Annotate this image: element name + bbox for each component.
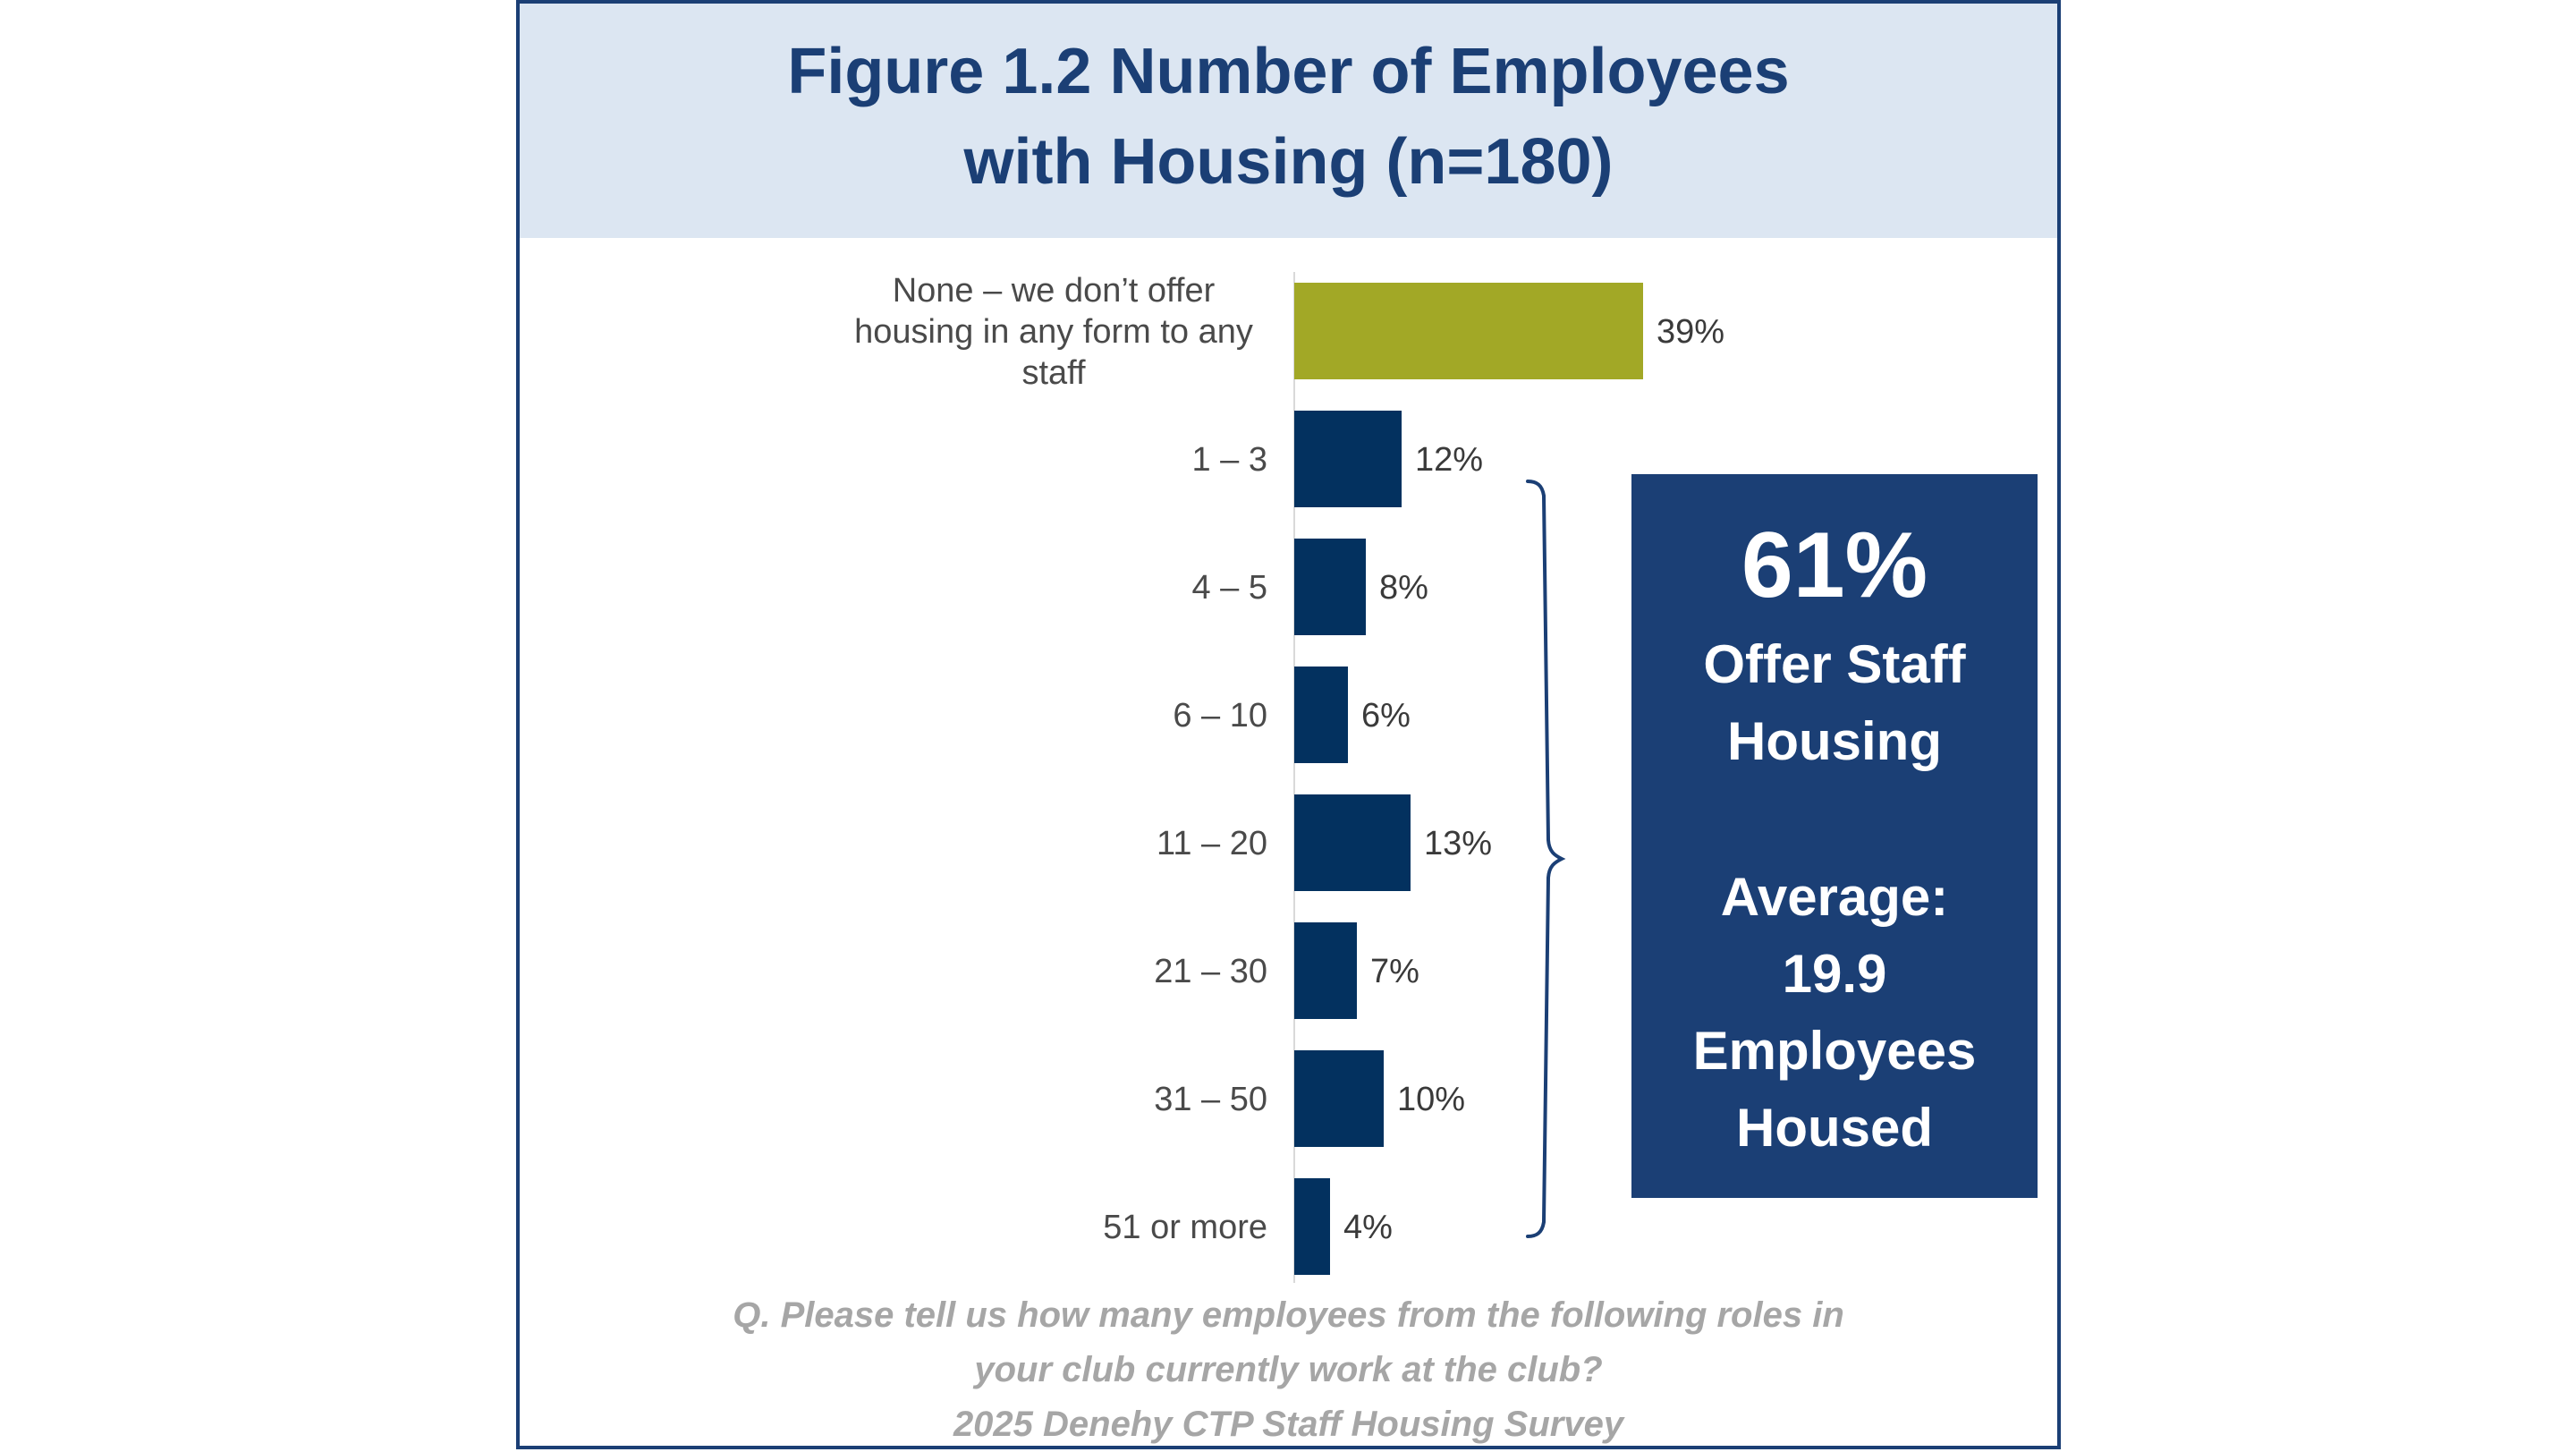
category-label-5-line-1: 11 – 20 bbox=[1157, 825, 1267, 862]
bar-1 bbox=[1294, 283, 1643, 379]
category-label-7-line-1: 31 – 50 bbox=[1154, 1081, 1267, 1118]
value-label-8: 4% bbox=[1343, 1209, 1393, 1246]
category-label-3-line-1: 4 – 5 bbox=[1191, 569, 1267, 607]
bar-7 bbox=[1294, 1050, 1384, 1147]
value-label-2: 12% bbox=[1415, 441, 1483, 479]
category-label-2: 1 – 3 bbox=[1191, 441, 1267, 479]
chart-title-line-2: with Housing (n=180) bbox=[963, 126, 1614, 198]
chart-title-line-1: Figure 1.2 Number of Employees bbox=[787, 36, 1790, 107]
bar-8 bbox=[1294, 1178, 1330, 1275]
bar-2 bbox=[1294, 411, 1402, 507]
category-label-2-line-1: 1 – 3 bbox=[1191, 441, 1267, 479]
bar-5 bbox=[1294, 794, 1411, 891]
category-label-6: 21 – 30 bbox=[1154, 953, 1267, 990]
callout-average-text: Average: 19.9 Employees Housed bbox=[1631, 859, 2038, 1167]
category-label-6-line-1: 21 – 30 bbox=[1154, 953, 1267, 990]
brace-bracket bbox=[1526, 480, 1566, 1238]
footnote-line-3: 2025 Denehy CTP Staff Housing Survey bbox=[953, 1405, 1624, 1444]
category-label-5: 11 – 20 bbox=[1157, 825, 1267, 862]
category-label-8: 51 or more bbox=[1103, 1209, 1267, 1246]
footnote-line-2: your club currently work at the club? bbox=[974, 1350, 1603, 1389]
category-label-3: 4 – 5 bbox=[1191, 569, 1267, 607]
bars-layer: 39% None – we don’t offer housing in any f… bbox=[854, 272, 1724, 1283]
category-label-1-line-3: staff bbox=[1021, 354, 1086, 392]
bar-4 bbox=[1294, 667, 1348, 763]
callout-average-line-3: Employees bbox=[1692, 1021, 1977, 1081]
figure-frame: Figure 1.2 Number of Employees with Hous… bbox=[516, 0, 2061, 1449]
value-label-1: 39% bbox=[1657, 313, 1724, 351]
callout-average-line-2: 19.9 bbox=[1782, 944, 1887, 1004]
category-label-4: 6 – 10 bbox=[1173, 697, 1267, 734]
footnote-line-1: Q. Please tell us how many employees fro… bbox=[733, 1295, 1844, 1335]
bar-3 bbox=[1294, 539, 1366, 635]
value-label-3: 8% bbox=[1379, 569, 1428, 607]
callout-offer-line-2: Housing bbox=[1727, 711, 1942, 771]
value-label-5: 13% bbox=[1424, 825, 1492, 862]
category-label-1: None – we don’t offer housing in any form… bbox=[854, 272, 1253, 392]
category-label-1-line-1: None – we don’t offer bbox=[893, 272, 1216, 310]
category-label-4-line-1: 6 – 10 bbox=[1173, 697, 1267, 734]
callout-average-line-4: Housed bbox=[1735, 1098, 1934, 1158]
callout-average-line-1: Average: bbox=[1720, 867, 1949, 927]
footnote: Q. Please tell us how many employees fro… bbox=[520, 1288, 2057, 1452]
callout-offer-line-1: Offer Staff bbox=[1703, 634, 1966, 694]
callout-percent: 61% bbox=[1741, 514, 1928, 617]
chart-title: Figure 1.2 Number of Employees with Hous… bbox=[520, 27, 2057, 208]
callout-offer-text: Offer Staff Housing bbox=[1631, 626, 2038, 780]
category-label-8-line-1: 51 or more bbox=[1103, 1209, 1267, 1246]
value-label-7: 10% bbox=[1397, 1081, 1465, 1118]
category-label-7: 31 – 50 bbox=[1154, 1081, 1267, 1118]
summary-callout: 61% Offer Staff Housing Average: 19.9 Em… bbox=[1631, 474, 2038, 1198]
bar-6 bbox=[1294, 922, 1357, 1019]
value-label-4: 6% bbox=[1361, 697, 1411, 734]
category-label-1-line-2: housing in any form to any bbox=[854, 313, 1253, 351]
value-label-6: 7% bbox=[1370, 953, 1419, 990]
title-band: Figure 1.2 Number of Employees with Hous… bbox=[520, 4, 2057, 238]
bar-chart: 39% None – we don’t offer housing in any f… bbox=[854, 272, 1724, 1283]
